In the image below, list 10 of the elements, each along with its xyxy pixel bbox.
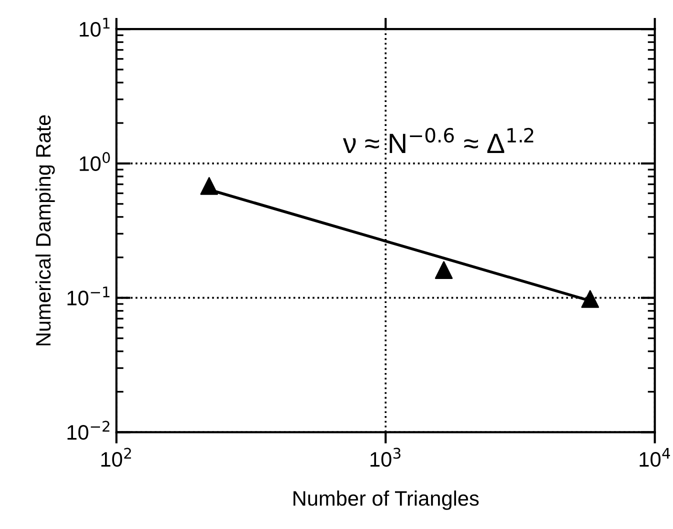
x-tick-label: 10$^{2}$ <box>101 448 131 467</box>
x-tick-label: 10$^{4}$ <box>640 448 670 467</box>
y-tick-label: 10$^{1}$ <box>80 18 110 37</box>
y-tick-label: 10$^{−2}$ <box>68 420 110 440</box>
x-axis-title: Number of Triangles <box>294 490 479 510</box>
y-axis-title: Numerical Damping Rate <box>35 115 55 346</box>
annotation: ν ≈ N$^{−0.6}$ ≈ Δ$^{1.2}$ <box>342 128 534 153</box>
y-tick-label: 10$^{−1}$ <box>68 286 110 306</box>
y-tick-label: 10$^{0}$ <box>80 152 110 172</box>
x-tick-label: 10$^{3}$ <box>370 448 400 467</box>
